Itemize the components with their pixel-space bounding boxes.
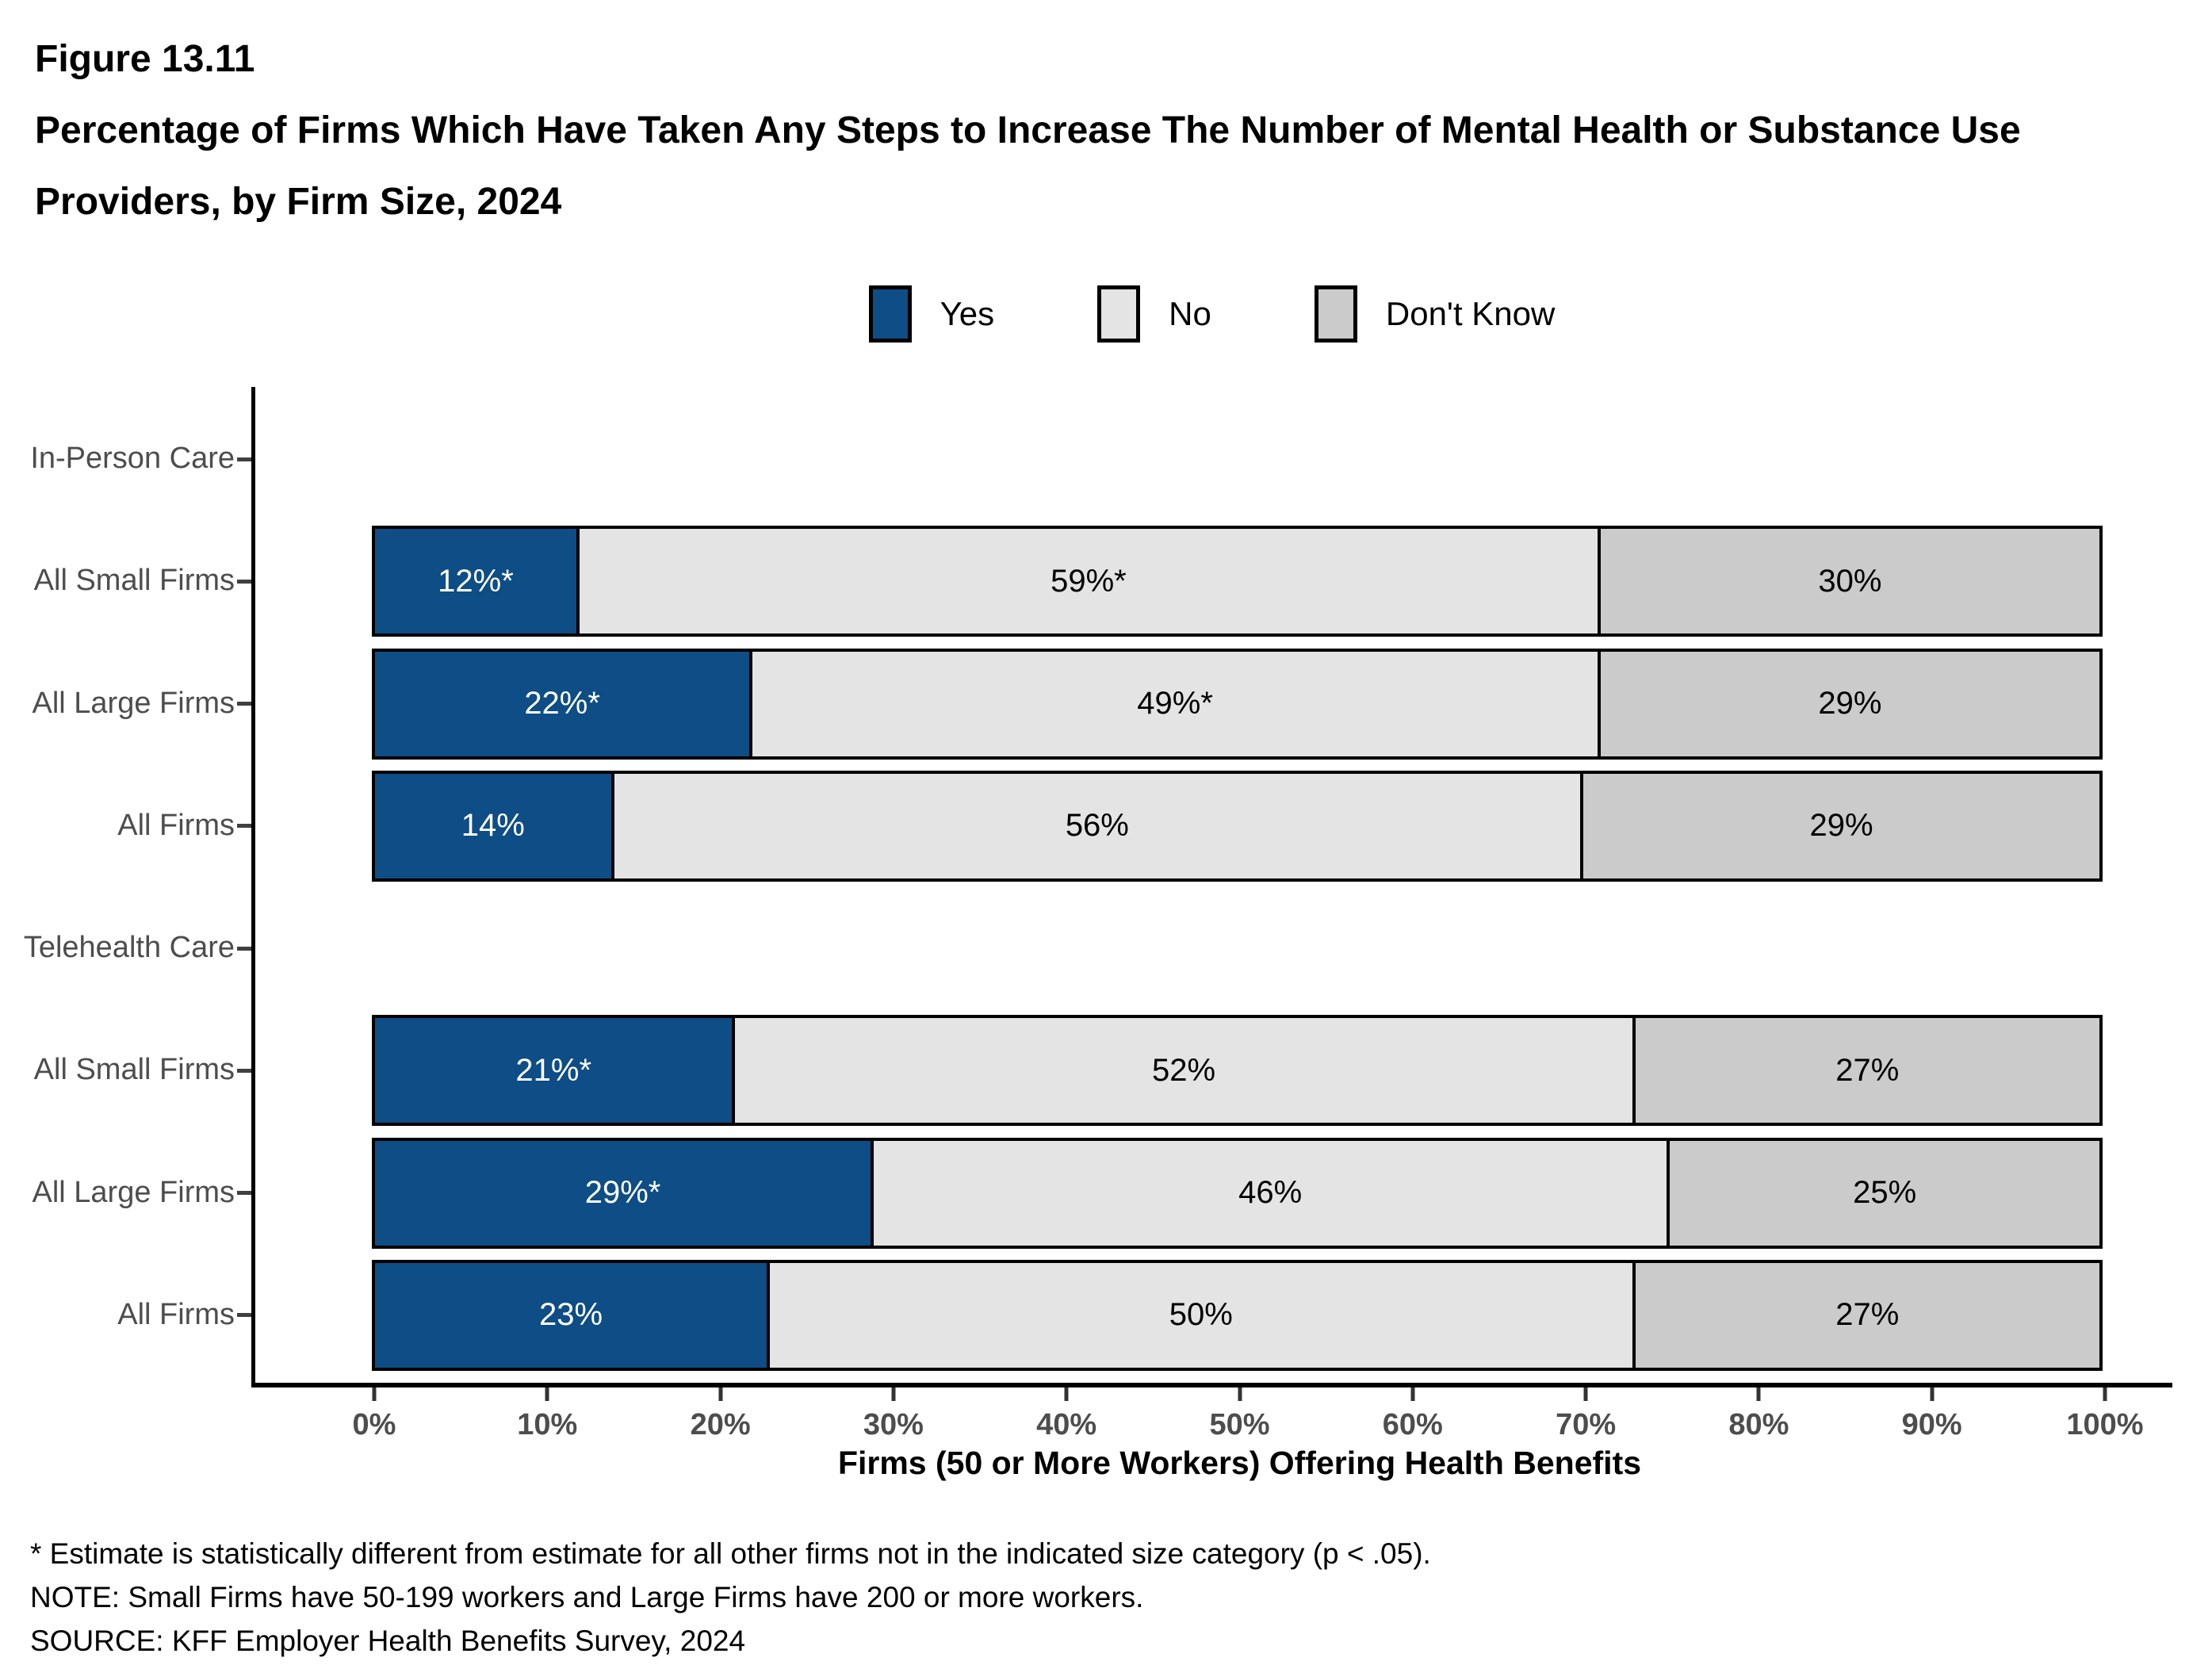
bar-row: All Large Firms 22%* 49%* 29% [0,643,2172,765]
x-axis-tick-mark [545,1388,549,1401]
x-axis-tick-label: 60% [1382,1408,1443,1441]
bar-segment-don-t-know: 25% [1670,1137,2103,1249]
footnote-significance: * Estimate is statistically different fr… [30,1537,1431,1570]
x-axis-title: Firms (50 or More Workers) Offering Heal… [837,1445,1642,1481]
legend-swatch-dont-know [1314,285,1357,343]
y-axis-tick [237,702,251,706]
bar-row: All Large Firms 29%* 46% 25% [0,1132,2172,1254]
y-axis-label: All Small Firms [33,564,235,598]
x-axis-tick-label: 40% [1036,1408,1097,1441]
legend-swatch-yes [868,285,912,343]
bar-row: All Firms 23% 50% 27% [0,1254,2172,1376]
x-axis-tick-label: 80% [1728,1408,1789,1441]
y-axis-label: In-Person Care [30,442,235,476]
x-axis-tick-mark [2103,1388,2107,1401]
y-axis-label: Telehealth Care [23,931,235,965]
bar-segment-no: 46% [874,1137,1670,1249]
title-block: Figure 13.11 Percentage of Firms Which H… [35,24,2112,238]
bar-segment-no: 59%* [579,526,1601,637]
y-axis-tick [237,579,251,584]
bar-segment-don-t-know: 27% [1635,1015,2103,1127]
x-axis-tick-label: 100% [2066,1408,2144,1441]
bar-segment-yes: 29%* [372,1137,874,1249]
x-axis-ticks: 0% 10% 20% 30% 40% 50% 60% 70% 80% 90% 100% [353,1388,2144,1475]
x-axis-tick-mark [1583,1388,1588,1401]
bar-segment-yes: 21%* [372,1015,736,1127]
bar-segment-yes: 12%* [372,526,580,637]
y-axis-tick [237,457,251,461]
stacked-bar: 14% 56% 29% [372,770,2103,882]
stacked-bar: 21%* 52% 27% [372,1015,2103,1127]
stacked-bar: 23% 50% 27% [372,1259,2103,1371]
x-axis-tick-mark [718,1388,723,1401]
x-axis-tick-label: 70% [1556,1408,1617,1441]
bar-segment-no: 49%* [752,648,1601,760]
bar-segment-don-t-know: 27% [1635,1259,2103,1371]
x-axis-tick-mark [891,1388,896,1401]
legend-item-no: No [1097,285,1211,343]
bar-segment-yes: 23% [372,1259,771,1371]
y-axis-tick [237,824,251,829]
bar-segment-don-t-know: 29% [1600,648,2103,760]
y-axis-line [251,387,255,1388]
x-axis-tick-mark [1756,1388,1761,1401]
x-axis-tick-label: 10% [517,1408,578,1441]
bar-segment-no: 56% [614,770,1584,882]
x-axis-line [251,1383,2172,1388]
figure-title: Percentage of Firms Which Have Taken Any… [35,109,2021,223]
x-axis-tick-label: 0% [352,1408,396,1441]
bar-row: All Firms 14% 56% 29% [0,765,2172,887]
x-axis-tick-label: 20% [690,1408,751,1441]
footnote-note: NOTE: Small Firms have 50-199 workers an… [30,1581,1144,1613]
x-axis-tick-mark [1238,1388,1242,1401]
footnotes: * Estimate is statistically different fr… [30,1532,1431,1663]
bar-segment-yes: 14% [372,770,614,882]
y-axis-label: All Large Firms [32,1175,235,1209]
y-axis-tick [237,1313,251,1318]
bar-segment-no: 50% [770,1259,1636,1371]
category-header-row: Telehealth Care [0,887,2172,1009]
stacked-bar: 29%* 46% 25% [372,1137,2103,1249]
y-axis-tick [237,946,251,951]
x-axis-tick-mark [1410,1388,1415,1401]
bar-segment-no: 52% [735,1015,1636,1127]
legend-label-yes: Yes [940,295,995,332]
legend-label-no: No [1169,295,1211,332]
x-axis-tick-label: 90% [1901,1408,1962,1441]
footnote-source: SOURCE: KFF Employer Health Benefits Sur… [30,1625,746,1657]
x-axis-tick-label: 30% [863,1408,924,1441]
legend-label-dont-know: Don't Know [1385,295,1556,332]
chart-rows: In-Person Care All Small Firms 12%* 59%* 30%… [0,398,2172,1376]
x-axis-tick-mark [1930,1388,1935,1401]
y-axis-tick [237,1191,251,1196]
x-axis-tick-mark [1064,1388,1069,1401]
bar-segment-don-t-know: 29% [1583,770,2103,882]
bar-segment-don-t-know: 30% [1600,526,2103,637]
y-axis-label: All Firms [117,1297,235,1331]
legend: Yes No Don't Know [251,282,2172,346]
legend-item-dont-know: Don't Know [1314,285,1556,343]
bar-row: All Small Firms 12%* 59%* 30% [0,520,2172,642]
y-axis-tick [237,1068,251,1073]
bar-segment-yes: 22%* [372,648,753,760]
x-axis-tick-label: 50% [1209,1408,1270,1441]
stacked-bar: 22%* 49%* 29% [372,648,2103,760]
x-axis-tick-mark [372,1388,377,1401]
y-axis-label: All Large Firms [32,686,235,720]
bar-row: All Small Firms 21%* 52% 27% [0,1009,2172,1131]
legend-item-yes: Yes [868,285,995,343]
y-axis-label: All Firms [117,808,235,842]
stacked-bar: 12%* 59%* 30% [372,526,2103,637]
stacked-bar-chart: In-Person Care All Small Firms 12%* 59%* 30%… [0,387,2172,1441]
legend-swatch-no [1097,285,1141,343]
figure-number: Figure 13.11 [35,38,255,80]
category-header-row: In-Person Care [0,398,2172,520]
y-axis-label: All Small Firms [33,1053,235,1087]
